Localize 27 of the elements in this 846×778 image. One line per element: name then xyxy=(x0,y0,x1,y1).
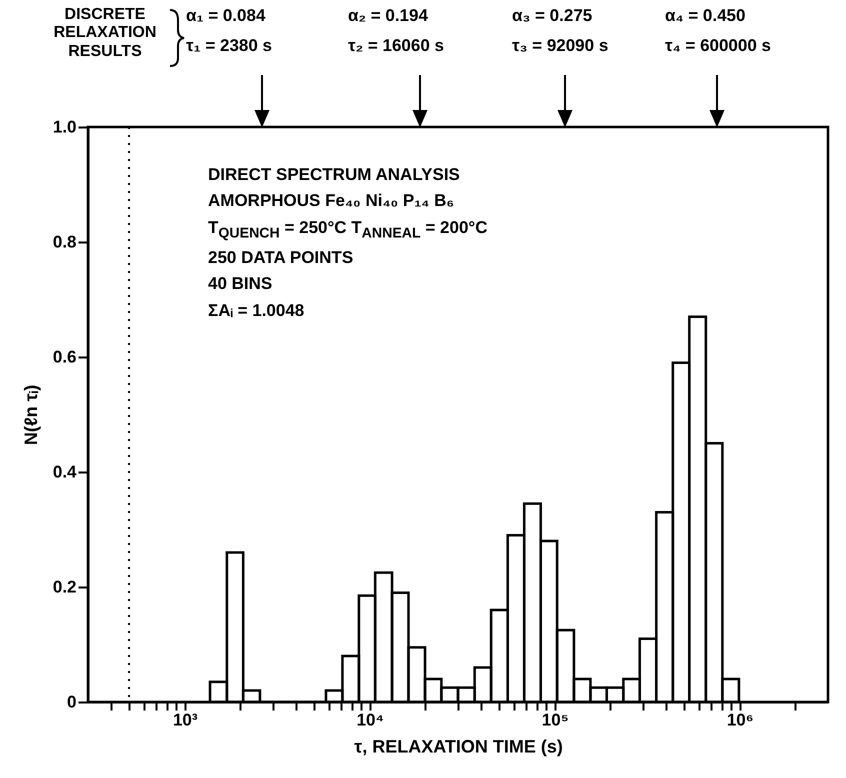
text: τ₃ = 92090 s xyxy=(512,36,608,56)
x-tick-label: 10⁵ xyxy=(542,710,569,730)
y-tick-label: 0.8 xyxy=(52,232,76,252)
y-tick-label: 0.4 xyxy=(52,462,78,482)
y-tick-label: 0 xyxy=(67,692,76,712)
text: α₁ = 0.084 xyxy=(186,6,266,26)
y-axis-title: N(ℓn τᵢ) xyxy=(20,384,41,446)
annotation: ΣAᵢ = 1.0048 xyxy=(208,300,306,322)
x-tick-label: 10⁶ xyxy=(726,710,754,730)
annotation: 250 DATA POINTS xyxy=(208,247,354,270)
text: τ₂ = 16060 s xyxy=(348,36,444,56)
text: τ₄ = 600000 s xyxy=(665,36,771,56)
text: α₂ = 0.194 xyxy=(348,6,428,26)
text: DISCRETE RELAXATION RESULTS xyxy=(52,6,158,62)
annotation: T$_{QUENCH}$ = 250°C T$_{ANNEAL}$ = 200°C xyxy=(208,216,488,244)
y-tick-label: 0.2 xyxy=(52,578,76,596)
y-tick-label: 0.6 xyxy=(52,348,76,366)
x-tick-label: 10³ xyxy=(172,710,198,730)
y-tick-label: 1.0 xyxy=(52,118,76,136)
text: τ₁ = 2380 s xyxy=(186,36,272,56)
text: α₃ = 0.275 xyxy=(512,6,592,26)
text: α₄ = 0.450 xyxy=(665,6,746,26)
annotation: AMORPHOUS Fe₄₀ Ni₄₀ P₁₄ B₆ xyxy=(208,190,456,212)
annotation: DIRECT SPECTRUM ANALYSIS xyxy=(208,164,461,186)
annotation: 40 BINS xyxy=(208,273,274,296)
x-axis-title: τ, RELAXATION TIME (s) xyxy=(354,736,563,756)
x-tick-label: 10⁴ xyxy=(356,710,384,730)
